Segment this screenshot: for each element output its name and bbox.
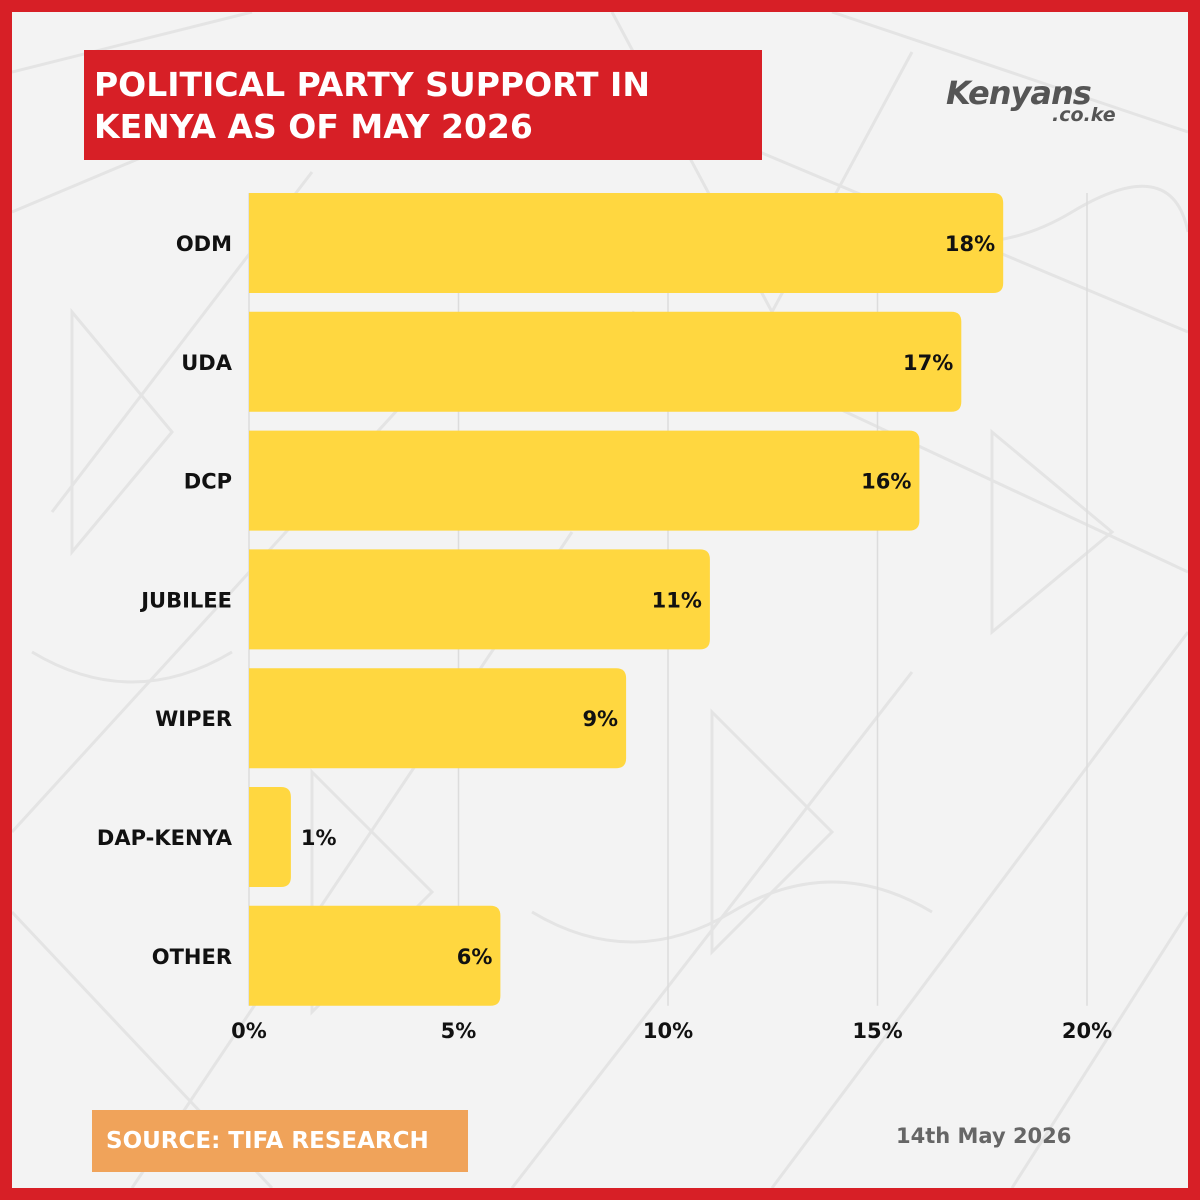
title-line-1: POLITICAL PARTY SUPPORT IN: [94, 65, 650, 104]
value-label: 18%: [945, 232, 995, 256]
category-label: UDA: [181, 351, 232, 375]
category-label: DAP-KENYA: [97, 826, 233, 850]
value-label: 9%: [582, 707, 618, 731]
x-tick-label: 5%: [441, 1019, 477, 1043]
category-label: JUBILEE: [139, 588, 232, 612]
title-banner: POLITICAL PARTY SUPPORT IN KENYA AS OF M…: [84, 50, 762, 160]
category-label: ODM: [176, 232, 232, 256]
bar: [249, 668, 627, 769]
source-label: SOURCE: TIFA RESEARCH: [106, 1128, 429, 1154]
x-tick-label: 10%: [643, 1019, 693, 1043]
bar: [249, 430, 920, 531]
logo-wordmark: Kenyans: [946, 74, 1092, 112]
bar: [249, 787, 291, 887]
logo-domain: .co.ke: [1052, 104, 1116, 126]
kenyans-logo: Kenyans .co.ke: [946, 74, 1166, 144]
bar-chart: 0% 5% 10% 15% 20% ODM 18% UDA 17% DCP 16% JUBILEE 11…: [97, 193, 1112, 1043]
bar: [249, 549, 710, 650]
infographic-frame: POLITICAL PARTY SUPPORT IN KENYA AS OF M…: [12, 12, 1188, 1188]
value-label: 6%: [457, 945, 493, 969]
bar: [249, 311, 962, 412]
x-tick-label: 20%: [1062, 1019, 1112, 1043]
category-label: OTHER: [152, 945, 232, 969]
publish-date: 14th May 2026: [896, 1124, 1072, 1148]
title-line-2: KENYA AS OF MAY 2026: [94, 107, 533, 146]
x-tick-label: 0%: [231, 1019, 267, 1043]
category-label: DCP: [184, 470, 232, 494]
source-badge: SOURCE: TIFA RESEARCH: [92, 1110, 468, 1172]
value-label: 16%: [861, 470, 911, 494]
value-label: 11%: [652, 588, 702, 612]
value-label: 1%: [301, 826, 337, 850]
value-label: 17%: [903, 351, 953, 375]
bar: [249, 905, 501, 1006]
bar: [249, 193, 1004, 293]
x-tick-label: 15%: [852, 1019, 902, 1043]
category-label: WIPER: [155, 707, 232, 731]
